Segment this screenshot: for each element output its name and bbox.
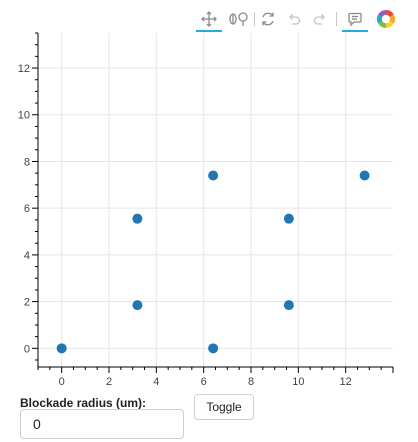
data-point[interactable] (283, 300, 294, 311)
y-tick-label: 2 (24, 297, 30, 309)
scatter-plot[interactable]: 0 2 4 6 8 10 12 0 2 4 6 8 10 12 (0, 0, 418, 392)
y-tick-label: 4 (24, 250, 30, 262)
redo-icon (313, 14, 325, 25)
toolbar-separator (254, 12, 255, 26)
x-tick-label: 8 (248, 376, 254, 388)
hover-tool-active-indicator (342, 30, 368, 32)
data-points (56, 170, 370, 354)
data-point[interactable] (132, 213, 143, 224)
y-tick-label: 10 (18, 110, 30, 122)
x-tick-label: 4 (153, 376, 159, 388)
bokeh-logo-link[interactable] (374, 6, 398, 32)
bokeh-logo (376, 9, 396, 29)
pan-tool-button[interactable] (194, 6, 224, 32)
undo-tool-button[interactable] (282, 6, 306, 32)
data-point[interactable] (283, 213, 294, 224)
wheel-zoom-tool-button[interactable] (226, 6, 252, 32)
x-tick-label: 2 (106, 376, 112, 388)
hover-tool-button[interactable] (340, 6, 370, 32)
wheel-zoom-icon (229, 12, 248, 26)
y-tick-label: 0 (24, 343, 30, 355)
hover-icon (348, 12, 362, 27)
redo-tool-button[interactable] (308, 6, 332, 32)
x-tick-label: 6 (201, 376, 207, 388)
toggle-button[interactable]: Toggle (194, 394, 254, 420)
x-tick-label: 12 (340, 376, 352, 388)
data-point[interactable] (56, 343, 67, 354)
data-point[interactable] (132, 300, 143, 311)
plot-axes: 0 2 4 6 8 10 12 0 2 4 6 8 10 12 (18, 32, 394, 388)
reset-icon (262, 12, 274, 26)
blockade-radius-input[interactable] (20, 409, 184, 439)
y-tick-label: 8 (24, 156, 30, 168)
blockade-radius-label: Blockade radius (um): (20, 396, 147, 410)
y-tick-label: 12 (18, 63, 30, 75)
data-point[interactable] (208, 170, 219, 181)
plot-toolbar (190, 4, 412, 34)
undo-icon (289, 14, 301, 25)
reset-tool-button[interactable] (256, 6, 280, 32)
y-tick-label: 6 (24, 203, 30, 215)
grid-lines (38, 33, 393, 367)
toolbar-separator (336, 12, 337, 26)
data-point[interactable] (359, 170, 370, 181)
x-tick-label: 10 (292, 376, 304, 388)
pan-icon (201, 11, 217, 27)
x-tick-label: 0 (59, 376, 65, 388)
pan-tool-active-indicator (196, 30, 222, 32)
data-point[interactable] (208, 343, 219, 354)
